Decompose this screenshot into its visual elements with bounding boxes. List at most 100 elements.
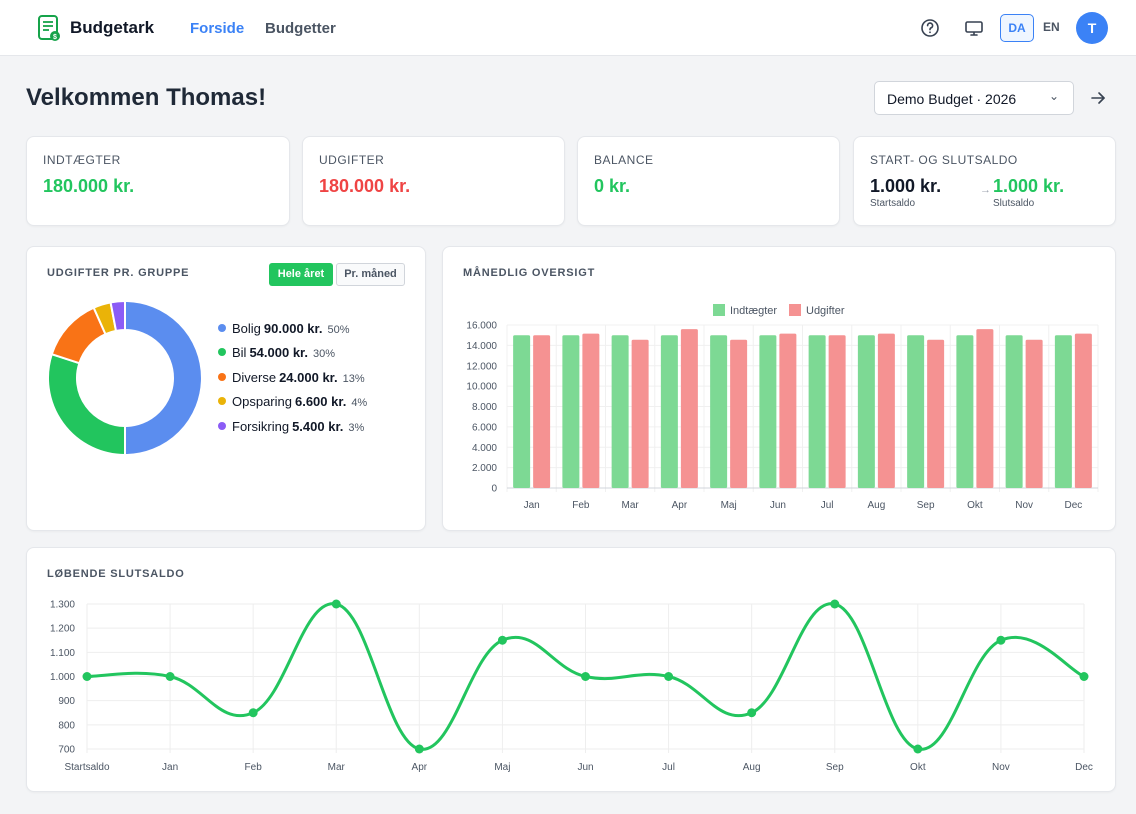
y-tick-label: 1.000	[50, 672, 75, 683]
legend-percent: 13%	[342, 373, 365, 385]
language-en-button[interactable]: EN	[1043, 20, 1060, 34]
legend-percent: 50%	[327, 324, 350, 336]
data-point-dec[interactable]	[1079, 672, 1089, 681]
bar-indtægter-sep[interactable]	[907, 335, 925, 488]
bar-udgifter-nov[interactable]	[1025, 339, 1043, 488]
data-point-feb[interactable]	[248, 708, 258, 718]
data-point-jan[interactable]	[165, 672, 175, 681]
x-tick-label: Okt	[910, 762, 926, 773]
end-balance-label: Slutsaldo	[993, 198, 1035, 209]
bar-udgifter-okt[interactable]	[976, 329, 994, 488]
data-point-mar[interactable]	[331, 599, 341, 609]
legend-dot	[218, 373, 226, 381]
x-tick-label: Nov	[992, 762, 1010, 773]
data-point-startsaldo[interactable]	[82, 672, 92, 681]
bar-udgifter-aug[interactable]	[877, 333, 895, 488]
legend-percent: 3%	[348, 422, 365, 434]
x-tick-label: Dec	[1064, 500, 1082, 511]
bar-indtægter-mar[interactable]	[611, 335, 629, 488]
data-point-apr[interactable]	[414, 744, 424, 754]
app-name[interactable]: Budgetark	[70, 18, 155, 37]
nav-home-link[interactable]: Forside	[190, 20, 245, 37]
bar-indtægter-jul[interactable]	[808, 335, 826, 488]
legend-name: Forsikring	[232, 419, 290, 434]
data-point-jul[interactable]	[664, 672, 674, 681]
data-point-sep[interactable]	[830, 599, 840, 609]
x-tick-label: Jul	[821, 500, 834, 511]
expenses-donut-chart	[47, 300, 203, 456]
per-month-toggle[interactable]: Pr. måned	[336, 263, 405, 286]
data-point-aug[interactable]	[747, 708, 757, 718]
bar-udgifter-maj[interactable]	[730, 339, 748, 488]
data-point-nov[interactable]	[996, 635, 1006, 645]
y-tick-label: 6.000	[472, 422, 497, 433]
bar-udgifter-dec[interactable]	[1074, 333, 1092, 488]
x-tick-label: Startsaldo	[64, 762, 109, 773]
donut-slice-bil[interactable]	[47, 352, 126, 456]
x-tick-label: Jul	[662, 762, 675, 773]
x-tick-label: Aug	[867, 500, 885, 511]
language-da-button[interactable]: DA	[1000, 14, 1034, 42]
bar-indtægter-jan[interactable]	[513, 335, 531, 488]
bar-udgifter-jun[interactable]	[779, 333, 797, 488]
bar-udgifter-jan[interactable]	[533, 335, 551, 488]
y-tick-label: 10.000	[466, 382, 497, 393]
legend-amount: 90.000 kr.	[263, 321, 323, 336]
data-point-jun[interactable]	[581, 672, 590, 681]
budget-logo-icon[interactable]: $	[36, 14, 62, 42]
user-avatar[interactable]: T	[1076, 12, 1108, 44]
bar-udgifter-feb[interactable]	[582, 333, 600, 488]
bar-udgifter-apr[interactable]	[680, 329, 698, 488]
legend-dot	[218, 422, 226, 430]
bar-udgifter-sep[interactable]	[927, 339, 945, 488]
whole-year-toggle[interactable]: Hele året	[269, 263, 333, 286]
monitor-icon[interactable]	[964, 18, 984, 38]
nav-budgets-link[interactable]: Budgetter	[265, 20, 336, 37]
x-tick-label: Sep	[826, 762, 844, 773]
data-point-okt[interactable]	[913, 744, 923, 754]
x-tick-label: Dec	[1075, 762, 1093, 773]
bar-udgifter-mar[interactable]	[631, 339, 649, 488]
top-navbar: $ Budgetark Forside Budgetter DA EN T	[0, 0, 1136, 56]
income-label: INDTÆGTER	[43, 153, 121, 167]
legend-swatch-udgifter	[789, 304, 801, 316]
x-tick-label: Aug	[743, 762, 761, 773]
x-tick-label: Jun	[577, 762, 593, 773]
x-tick-label: Mar	[622, 500, 640, 511]
x-tick-label: Apr	[672, 500, 688, 511]
balance-card: BALANCE 0 kr.	[577, 136, 840, 226]
legend-item-diverse: Diverse 24.000 kr. 13%	[218, 370, 365, 386]
bar-indtægter-aug[interactable]	[857, 335, 875, 488]
bar-indtægter-dec[interactable]	[1054, 335, 1072, 488]
bar-udgifter-jul[interactable]	[828, 335, 846, 488]
expenses-by-group-card: UDGIFTER PR. GRUPPE Hele året Pr. måned …	[26, 246, 426, 531]
x-tick-label: Apr	[412, 762, 428, 773]
expenses-label: UDGIFTER	[319, 153, 385, 167]
legend-name: Bil	[232, 345, 247, 360]
help-icon[interactable]	[920, 18, 940, 38]
running-balance-line-chart: 700 800 900 1.000 1.100 1.200 1.300 Startsaldo J…	[50, 599, 1093, 773]
legend-label: Udgifter	[806, 305, 845, 317]
legend-dot	[218, 348, 226, 356]
x-tick-label: Jun	[770, 500, 786, 511]
legend-item-forsikring: Forsikring 5.400 kr. 3%	[218, 419, 364, 435]
monthly-overview-card: MÅNEDLIG OVERSIGT Indtægter Udgifter 0 2.00…	[442, 246, 1116, 531]
data-point-maj[interactable]	[497, 635, 507, 645]
legend-item-bil: Bil 54.000 kr. 30%	[218, 345, 335, 361]
bar-indtægter-apr[interactable]	[660, 335, 678, 488]
budget-select[interactable]: Demo Budget · 2026 ⌄	[874, 81, 1074, 115]
bar-indtægter-nov[interactable]	[1005, 335, 1023, 488]
bar-indtægter-jun[interactable]	[759, 335, 777, 488]
donut-slice-forsikring[interactable]	[109, 300, 126, 333]
x-tick-label: Feb	[245, 762, 263, 773]
donut-slice-bolig[interactable]	[124, 300, 203, 456]
start-balance-label: Startsaldo	[870, 198, 916, 209]
section-title: UDGIFTER PR. GRUPPE	[47, 267, 190, 279]
section-title: LØBENDE SLUTSALDO	[47, 568, 185, 580]
legend-dot	[218, 397, 226, 405]
bar-indtægter-feb[interactable]	[562, 335, 580, 488]
y-tick-label: 900	[58, 696, 75, 707]
bar-indtægter-okt[interactable]	[956, 335, 974, 488]
arrow-right-icon[interactable]	[1089, 89, 1107, 107]
bar-indtægter-maj[interactable]	[710, 335, 728, 488]
